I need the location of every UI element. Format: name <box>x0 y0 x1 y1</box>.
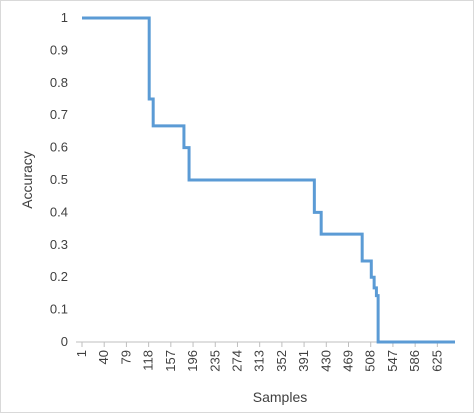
y-tick-label: 0.6 <box>50 140 68 155</box>
y-tick-label: 1 <box>61 10 68 25</box>
x-tick-label: 196 <box>185 350 200 372</box>
x-tick-label: 586 <box>407 350 422 372</box>
y-tick-label: 0 <box>61 334 68 349</box>
x-tick-label: 235 <box>207 350 222 372</box>
x-tick-label: 274 <box>229 350 244 372</box>
y-tick-label: 0.1 <box>50 302 68 317</box>
x-tick-label: 352 <box>274 350 289 372</box>
y-tick-label: 0.8 <box>50 75 68 90</box>
x-tick-label: 625 <box>429 350 444 372</box>
data-line <box>82 16 455 344</box>
x-tick-label: 313 <box>252 350 267 372</box>
x-tick-label: 1 <box>74 350 89 357</box>
y-tick-label: 0.5 <box>50 172 68 187</box>
x-tick-label: 118 <box>141 350 156 371</box>
x-tick-label: 79 <box>118 350 133 364</box>
x-axis-label: Samples <box>253 389 307 405</box>
y-tick-label: 0.7 <box>50 107 68 122</box>
x-tick-label: 430 <box>318 350 333 372</box>
y-axis-label: Accuracy <box>19 151 35 209</box>
x-tick-label: 508 <box>363 350 378 372</box>
x-tick-label: 157 <box>163 350 178 372</box>
x-tick-label: 40 <box>96 350 111 364</box>
x-tick-label: 391 <box>296 350 311 372</box>
y-tick-label: 0.2 <box>50 269 68 284</box>
y-tick-label: 0.9 <box>50 42 68 57</box>
x-tick-label: 547 <box>385 350 400 372</box>
y-tick-label: 0.3 <box>50 237 68 252</box>
y-tick-label: 0.4 <box>50 204 68 219</box>
x-tick-label: 469 <box>341 350 356 372</box>
